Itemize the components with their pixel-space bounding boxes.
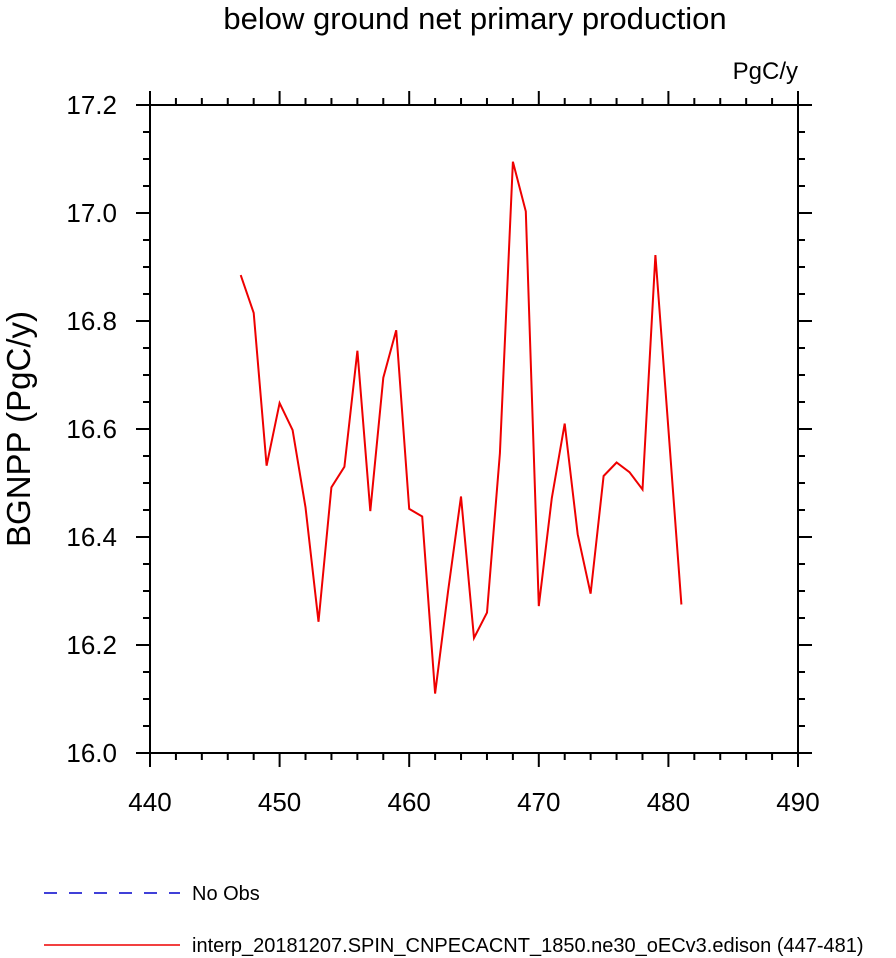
data-point (279, 402, 281, 404)
chart-title: below ground net primary production (223, 1, 726, 36)
y-tick-label: 17.2 (66, 90, 117, 120)
data-point (305, 506, 307, 508)
units-label: PgC/y (733, 58, 798, 85)
data-point (654, 254, 656, 256)
data-point (434, 693, 436, 695)
y-tick-label: 16.2 (66, 630, 117, 660)
data-point (460, 496, 462, 498)
data-point (538, 605, 540, 607)
y-tick-label: 17.0 (66, 198, 117, 228)
series-line-bgnpp (239, 161, 683, 694)
data-point (330, 486, 332, 488)
ticks-layer: 440 450 460 470 480 490 16.0 16.2 16.4 16.6 16.8 17… (66, 90, 819, 817)
data-point (680, 604, 682, 606)
data-point (473, 637, 475, 639)
data-point (343, 466, 345, 468)
data-point (590, 593, 592, 595)
data-point (616, 461, 618, 463)
data-point (266, 465, 268, 467)
legend-label-no-obs: No Obs (192, 883, 260, 905)
data-point (641, 488, 643, 490)
data-point (356, 350, 358, 352)
data-point (317, 621, 319, 623)
data-point (499, 452, 501, 454)
y-tick-label: 16.8 (66, 306, 117, 336)
data-point (577, 533, 579, 535)
x-tick-label: 440 (128, 787, 171, 817)
x-tick-label: 480 (647, 787, 690, 817)
data-point (667, 428, 669, 430)
data-point (253, 312, 255, 314)
y-tick-label: 16.4 (66, 522, 117, 552)
data-point (629, 471, 631, 473)
y-tick-label: 16.0 (66, 738, 117, 768)
data-point (382, 377, 384, 379)
data-point (564, 423, 566, 425)
data-point (447, 590, 449, 592)
data-point (486, 612, 488, 614)
data-point (525, 210, 527, 212)
data-point (369, 510, 371, 512)
x-tick-label: 470 (517, 787, 560, 817)
points-layer (240, 161, 683, 695)
data-point (421, 515, 423, 517)
data-point (512, 161, 514, 163)
legend-label-model: interp_20181207.SPIN_CNPECACNT_1850.ne30… (192, 935, 864, 957)
x-tick-label: 460 (388, 787, 431, 817)
x-tick-label: 450 (258, 787, 301, 817)
data-point (292, 429, 294, 431)
data-point (395, 329, 397, 331)
data-point (603, 475, 605, 477)
data-point (408, 508, 410, 510)
plot-frame (149, 104, 799, 754)
y-tick-label: 16.6 (66, 414, 117, 444)
x-tick-label: 490 (776, 787, 819, 817)
y-axis-label: BGNPP (PgC/y) (0, 311, 37, 547)
data-point (240, 274, 242, 276)
legend: No Obs interp_20181207.SPIN_CNPECACNT_18… (44, 883, 864, 957)
data-point (551, 497, 553, 499)
